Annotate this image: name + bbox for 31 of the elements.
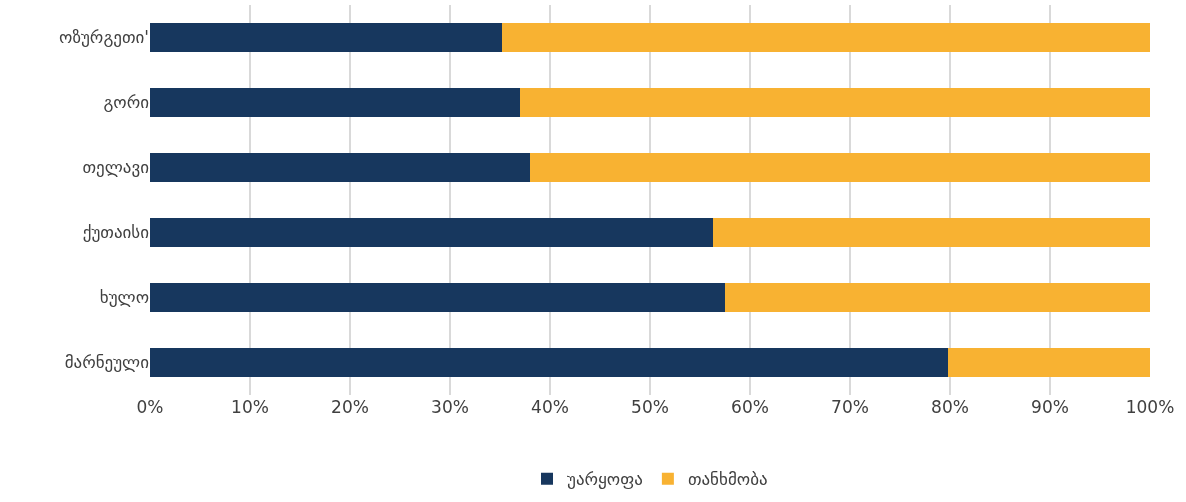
x-tick-label: 70% <box>831 397 869 417</box>
bar <box>150 217 713 248</box>
bar <box>150 87 520 118</box>
x-tick-label: 80% <box>931 397 969 417</box>
x-tick-label: 20% <box>331 397 369 417</box>
bar <box>502 22 1150 53</box>
y-tick-label: მარნეული <box>64 352 149 373</box>
legend-label: უარყოფა <box>567 469 643 490</box>
bar <box>150 282 725 313</box>
bar <box>520 87 1150 118</box>
x-tick-label: 40% <box>531 397 569 417</box>
bar <box>725 282 1150 313</box>
x-tick-label: 50% <box>631 397 669 417</box>
x-tick-label: 0% <box>136 397 164 417</box>
bar <box>150 152 530 183</box>
legend-label: თანხმობა <box>687 469 768 490</box>
bar <box>150 347 948 378</box>
x-tick-label: 90% <box>1031 397 1069 417</box>
x-tick-label: 60% <box>731 397 769 417</box>
bar <box>948 347 1150 378</box>
y-tick-label: ქუთაისი <box>82 222 149 243</box>
y-tick-label: ხულო <box>99 287 149 308</box>
x-tick-label: 10% <box>231 397 269 417</box>
bar <box>150 22 502 53</box>
x-tick-label: 30% <box>431 397 469 417</box>
x-tick-label: 100% <box>1125 397 1175 417</box>
y-tick-label: ოზურგეთი' <box>59 27 149 48</box>
y-tick-label: გორი <box>103 92 149 113</box>
bar <box>530 152 1150 183</box>
y-tick-label: თელავი <box>82 157 149 178</box>
bar <box>713 217 1150 248</box>
